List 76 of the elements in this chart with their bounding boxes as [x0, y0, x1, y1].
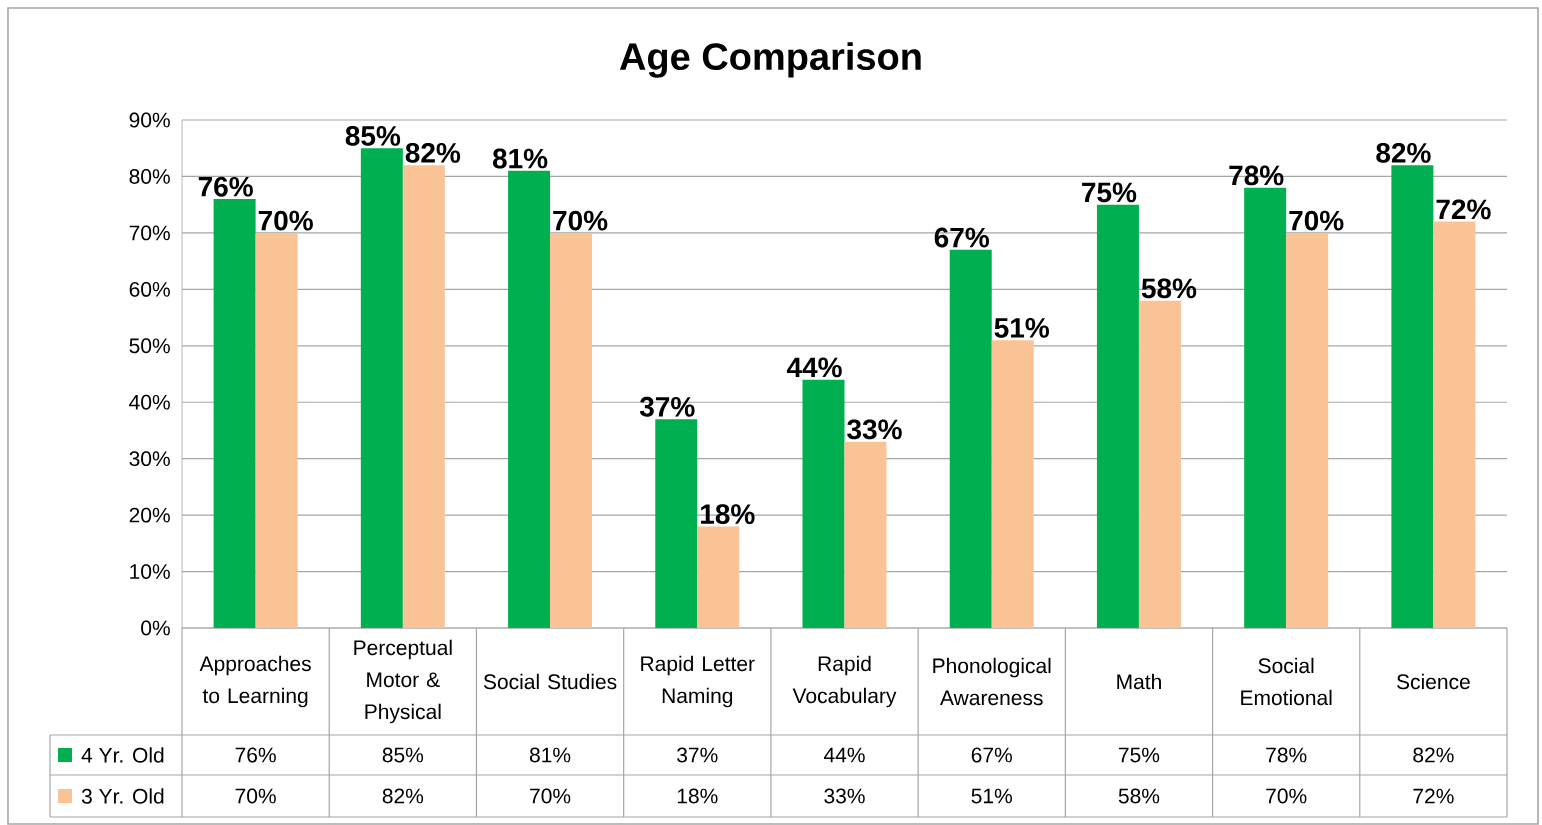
legend-label: 3 Yr. Old: [81, 788, 164, 804]
data-label: 76%: [235, 747, 276, 763]
data-label: 81%: [529, 747, 571, 763]
data-label: 58%: [1118, 788, 1160, 804]
y-tick-label: 20%: [129, 507, 170, 523]
x-tick-label: Social Studies: [483, 673, 617, 690]
data-label: 18%: [677, 788, 718, 804]
y-tick-label: 10%: [130, 564, 170, 579]
bar: [655, 419, 698, 628]
data-label: 70%: [1266, 788, 1307, 804]
legend-label: 4 Yr. Old: [81, 747, 164, 763]
bar: [213, 199, 256, 628]
text: 18%: [701, 504, 755, 525]
data-label: 37%: [677, 747, 718, 763]
chart-title: Age Comparison: [619, 42, 921, 78]
bar: [1433, 221, 1476, 628]
y-tick-label: 0%: [141, 620, 170, 636]
x-tick-label: Phonological Awareness: [933, 657, 1051, 706]
bar: [949, 249, 992, 628]
data-label: 33%: [824, 788, 865, 804]
bar: [360, 148, 403, 628]
x-tick-label: Social Emotional: [1241, 657, 1332, 706]
bar: [1244, 187, 1287, 628]
text: 58%: [1141, 278, 1197, 299]
text: 82%: [405, 142, 461, 163]
text: 70%: [553, 210, 608, 231]
y-tick-label: 60%: [129, 281, 170, 297]
x-tick-label: Math: [1117, 673, 1161, 690]
y-tick-label: 50%: [129, 338, 170, 354]
y-tick-label: 80%: [129, 169, 170, 184]
text: 33%: [847, 419, 902, 440]
text: 81%: [492, 148, 548, 169]
x-tick-label: Rapid Letter Naming: [641, 655, 755, 708]
data-label: 82%: [382, 788, 424, 804]
bar: [550, 232, 593, 628]
text: 76%: [198, 176, 253, 197]
x-tick-label: Approaches to Learning: [199, 655, 311, 708]
data-label: 70%: [530, 788, 571, 804]
data-label: 82%: [1413, 747, 1454, 763]
data-label: 67%: [971, 747, 1012, 763]
data-label: 78%: [1266, 747, 1307, 763]
text: 82%: [1376, 142, 1431, 163]
y-tick-label: 70%: [129, 225, 170, 241]
y-tick-label: 30%: [129, 451, 170, 467]
bar: [991, 340, 1034, 628]
bar: [697, 526, 740, 628]
data-label: 44%: [823, 747, 865, 763]
bar: [1138, 300, 1181, 628]
data-label: 70%: [235, 788, 276, 804]
data-label: 85%: [382, 747, 424, 763]
data-label: 75%: [1119, 747, 1160, 763]
bar: [844, 441, 887, 628]
bar: [1286, 232, 1329, 628]
bar: [802, 379, 845, 628]
text: 51%: [994, 317, 1049, 338]
text: 44%: [786, 357, 842, 378]
bar: [255, 232, 298, 628]
x-tick-label: Perceptual Motor & Physical: [354, 639, 452, 724]
text: 85%: [345, 125, 401, 146]
x-tick-label: Rapid Vocabulary: [792, 655, 897, 708]
bar: [508, 170, 551, 628]
text: 37%: [639, 396, 695, 417]
bar: [402, 165, 445, 628]
text: 72%: [1436, 199, 1491, 220]
text: 70%: [258, 210, 313, 231]
bar: [1096, 204, 1139, 628]
text: 67%: [934, 227, 989, 248]
y-tick-label: 90%: [129, 112, 170, 128]
text: 70%: [1289, 210, 1344, 231]
y-tick-label: 40%: [129, 394, 170, 410]
data-label: 72%: [1413, 788, 1454, 804]
x-tick-label: Science: [1396, 673, 1470, 690]
data-label: 51%: [971, 788, 1012, 804]
text: 75%: [1082, 182, 1137, 203]
bar: [1391, 165, 1434, 628]
text: 78%: [1229, 165, 1284, 186]
